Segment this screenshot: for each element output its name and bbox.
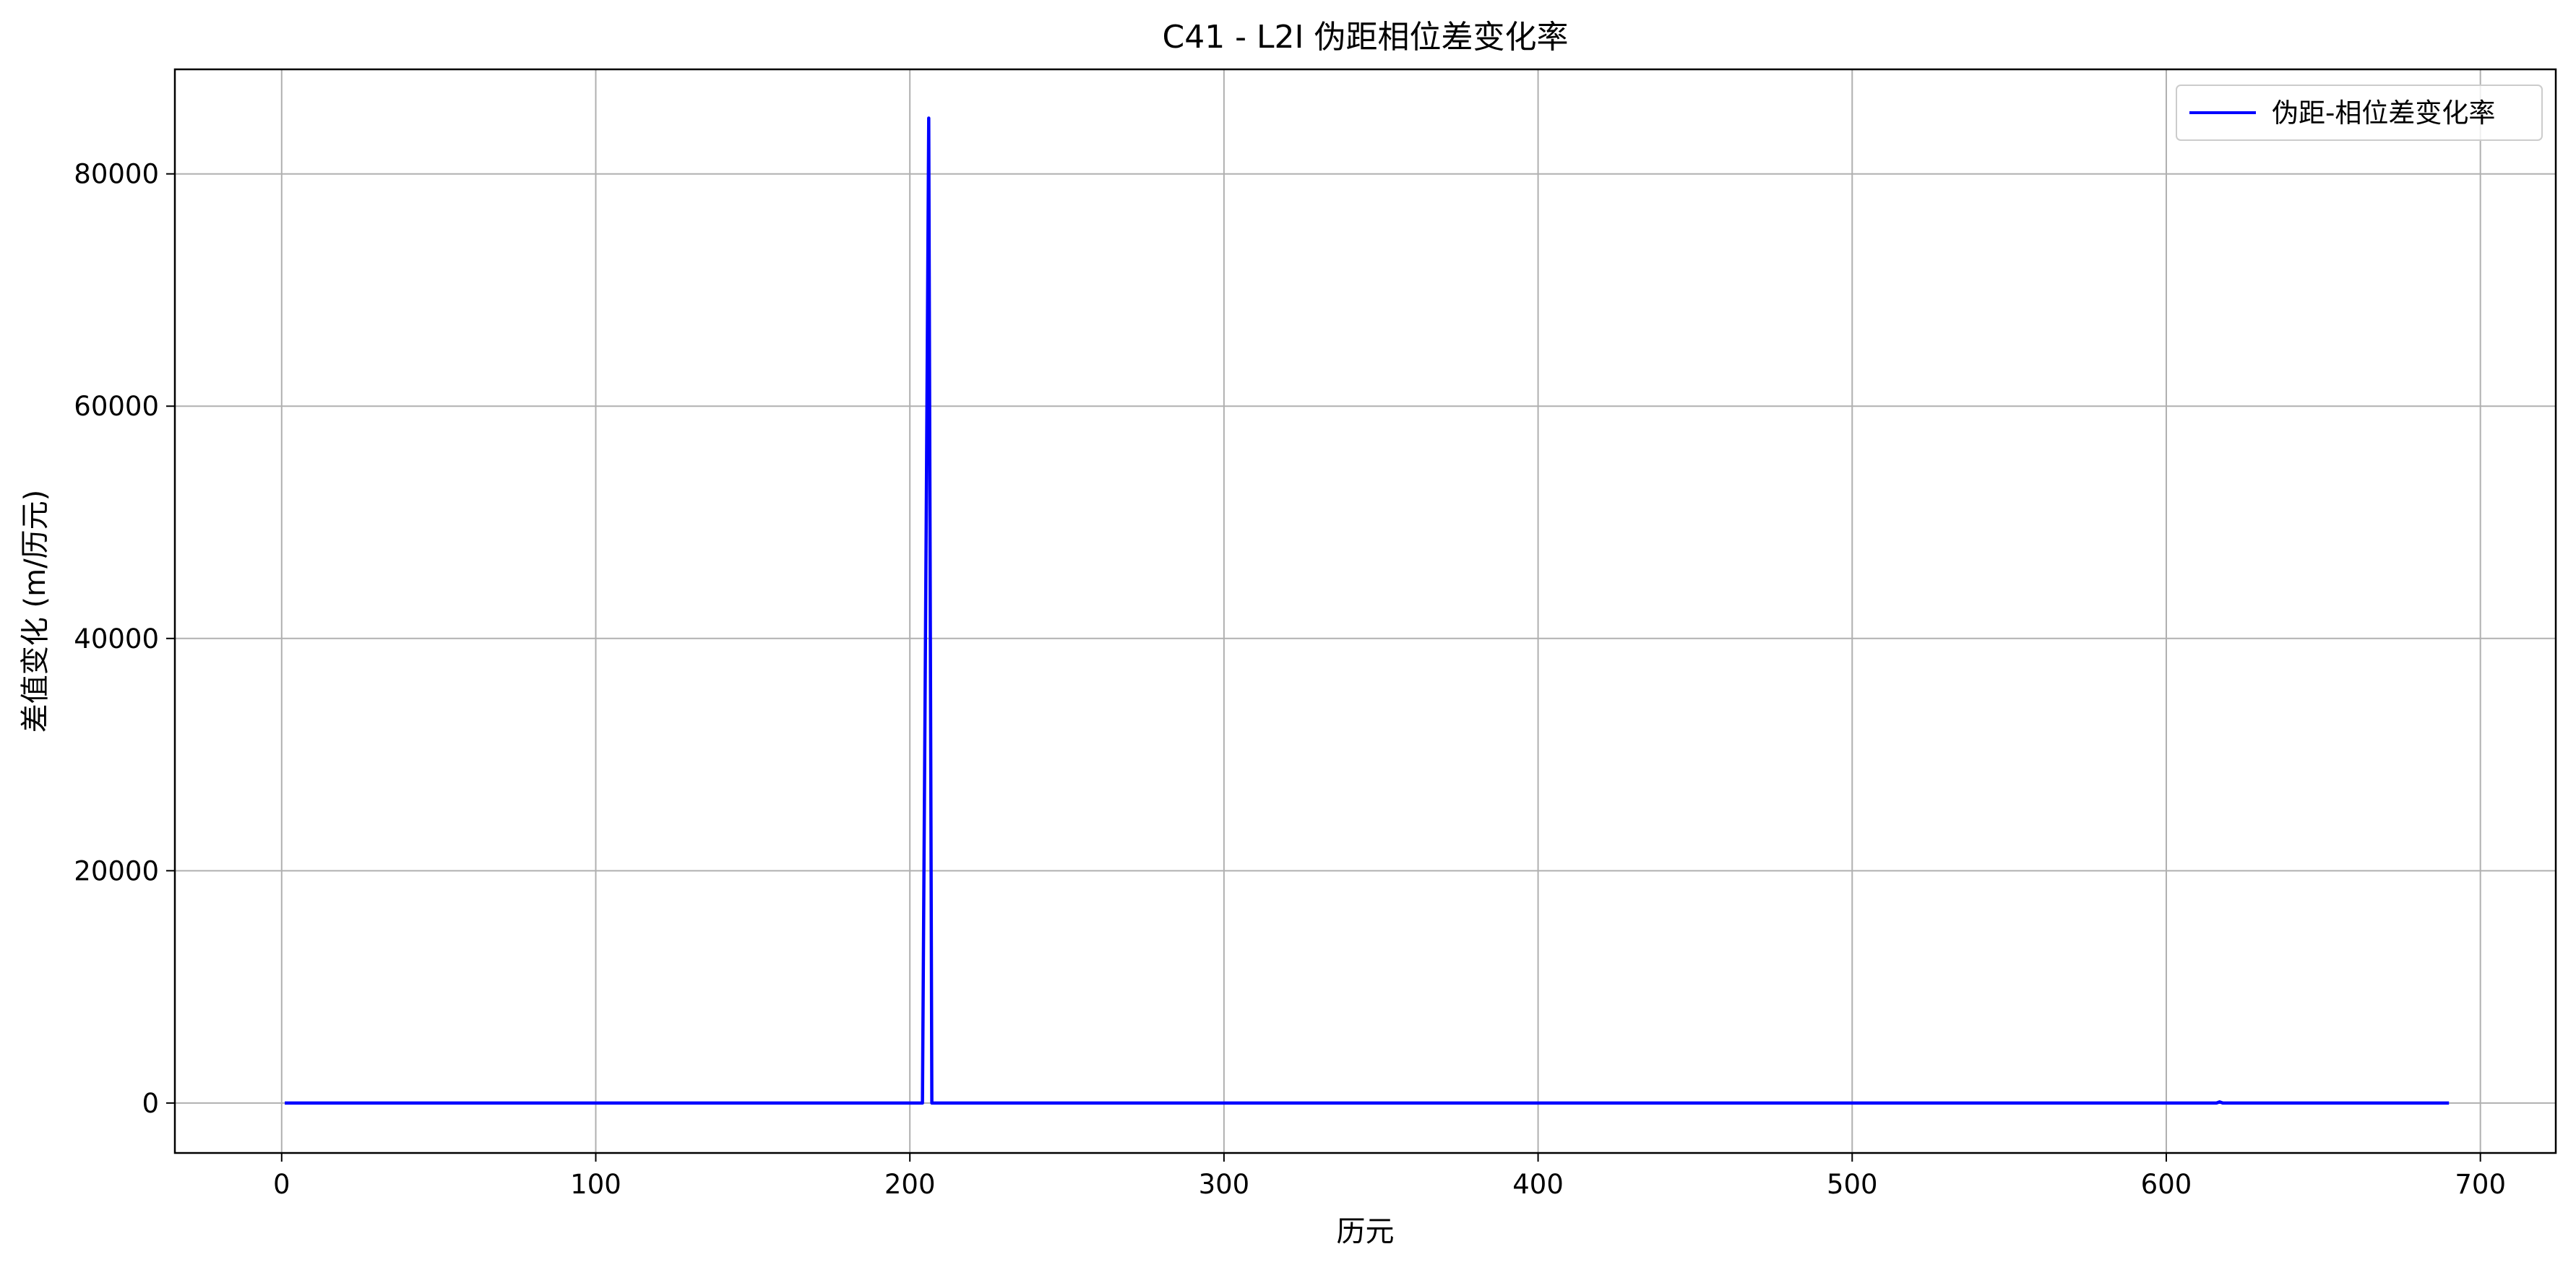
x-tick-label: 400	[1512, 1169, 1564, 1200]
series-line	[285, 116, 2450, 1105]
x-tick-label: 600	[2141, 1169, 2192, 1200]
x-axis-label: 历元	[1337, 1215, 1395, 1248]
x-tick-label: 200	[884, 1169, 936, 1200]
y-tick-label: 40000	[74, 623, 159, 655]
ticks: 0 100 200 300 400 500 600 700 0 20000 40000 60000 80…	[74, 159, 2506, 1200]
y-tick-label: 0	[142, 1088, 159, 1119]
legend-label: 伪距-相位差变化率	[2272, 98, 2495, 129]
legend-box	[2176, 85, 2543, 141]
legend: 伪距-相位差变化率	[2176, 85, 2543, 141]
y-tick-label: 80000	[74, 159, 159, 190]
y-tick-label: 20000	[74, 855, 159, 886]
y-axis-label: 差值变化 (m/历元)	[19, 490, 52, 733]
x-tick-label: 500	[1827, 1169, 1878, 1200]
y-tick-label: 60000	[74, 391, 159, 422]
x-tick-label: 0	[273, 1169, 290, 1200]
x-tick-label: 700	[2455, 1169, 2506, 1200]
x-tick-label: 300	[1199, 1169, 1250, 1200]
axes-frame	[173, 68, 2557, 1154]
chart-title: C41 - L2I 伪距相位差变化率	[1162, 19, 1568, 56]
plot-area	[285, 116, 2450, 1105]
x-tick-label: 100	[570, 1169, 621, 1200]
